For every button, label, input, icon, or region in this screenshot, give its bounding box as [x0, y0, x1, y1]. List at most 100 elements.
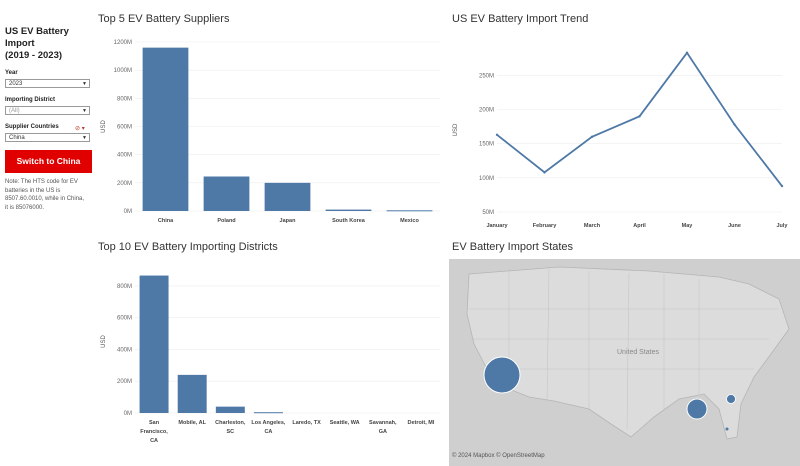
data-point: [543, 171, 546, 174]
suppliers-chart-title: Top 5 EV Battery Suppliers: [98, 13, 230, 25]
x-tick-label: Poland: [217, 218, 235, 224]
x-tick-label: March: [584, 223, 601, 229]
bar: [142, 47, 189, 211]
year-select[interactable]: 2023 ▼: [5, 79, 90, 88]
data-point: [733, 123, 736, 126]
x-tick-label: CA: [150, 438, 158, 444]
x-tick-label: Laredo, TX: [292, 420, 321, 426]
bubble-california[interactable]: [483, 356, 521, 394]
y-tick-label: 600M: [117, 316, 132, 322]
x-tick-label: January: [486, 223, 508, 229]
suppliers-bar-chart: 0M 200M 400M 600M 800M 1000M 1200M USD China Pola…: [101, 40, 440, 224]
bubble-alabama[interactable]: [686, 398, 708, 420]
y-tick-label: 200M: [117, 181, 132, 187]
year-value: 2023: [9, 81, 23, 87]
bubble-south-carolina[interactable]: [726, 394, 736, 404]
y-tick-label: 150M: [479, 142, 494, 148]
note-line: batteries in the US is: [5, 187, 61, 194]
bar: [325, 209, 372, 211]
x-tick-label: Seattle, WA: [330, 420, 360, 426]
note-line: Note: The HTS code for EV: [5, 179, 78, 185]
bar: [264, 182, 311, 211]
x-tick-label: May: [682, 223, 694, 229]
x-tick-label: Mexico: [400, 218, 419, 224]
y-tick-label: 250M: [479, 73, 494, 79]
x-tick-label: South Korea: [332, 218, 366, 224]
x-tick-label: GA: [379, 429, 387, 435]
countries-select[interactable]: China ▼: [5, 133, 90, 142]
data-point: [495, 133, 499, 136]
note-line: it is 85076000.: [5, 204, 45, 211]
data-point: [590, 135, 594, 139]
y-axis-label: USD: [101, 120, 107, 133]
note-line: 8507.60.0010, while in China,: [5, 196, 85, 202]
x-tick-label: SC: [226, 429, 234, 435]
district-select[interactable]: (All) ▼: [5, 106, 90, 115]
y-tick-label: 800M: [117, 284, 132, 290]
bar: [177, 374, 207, 413]
states-map[interactable]: United States: [449, 259, 800, 466]
x-tick-label: July: [776, 223, 788, 229]
bar: [386, 210, 433, 212]
y-tick-label: 50M: [482, 210, 494, 216]
y-tick-label: 100M: [479, 176, 494, 182]
x-tick-label: Charleston,: [215, 420, 246, 426]
countries-label: Supplier Countries: [5, 124, 59, 130]
data-point: [685, 51, 689, 54]
data-point: [780, 184, 784, 188]
data-point: [638, 115, 641, 118]
x-tick-label: Francisco,: [140, 429, 168, 435]
x-tick-label: San: [149, 420, 160, 426]
bar: [253, 412, 283, 414]
trend-chart-title: US EV Battery Import Trend: [452, 13, 589, 25]
app-title-line1: US EV Battery Import: [5, 26, 69, 49]
district-label: Importing District: [5, 97, 56, 103]
bar: [203, 176, 250, 211]
chevron-down-icon: ▼: [82, 81, 87, 87]
x-tick-label: Mobile, AL: [178, 420, 206, 426]
x-tick-label: April: [633, 223, 646, 229]
districts-bar-chart: 0M 200M 400M 600M 800M USD San Francisco, CA Mobi…: [101, 275, 440, 444]
filter-sidebar: US EV Battery Import (2019 - 2023) Year …: [0, 0, 95, 466]
bubble-georgia[interactable]: [725, 427, 729, 431]
y-tick-label: 200M: [117, 379, 132, 385]
map-attribution: © 2024 Mapbox © OpenStreetMap: [452, 453, 545, 459]
hts-note: Note: The HTS code for EV batteries in t…: [5, 178, 93, 212]
y-tick-label: 800M: [117, 96, 132, 102]
app-title-line2: (2019 - 2023): [5, 50, 63, 61]
districts-chart-title: Top 10 EV Battery Importing Districts: [98, 241, 278, 253]
states-map-title: EV Battery Import States: [452, 241, 574, 253]
app-title: US EV Battery Import (2019 - 2023): [5, 26, 95, 62]
x-tick-label: Japan: [280, 218, 297, 224]
y-tick-label: 400M: [117, 347, 132, 353]
x-tick-label: China: [158, 218, 174, 224]
y-axis-label: USD: [101, 335, 107, 348]
y-tick-label: 400M: [117, 153, 132, 159]
bar: [139, 275, 169, 413]
x-tick-label: Los Angeles,: [251, 420, 285, 426]
x-tick-label: CA: [264, 429, 272, 435]
y-tick-label: 600M: [117, 125, 132, 131]
countries-value: China: [9, 135, 25, 141]
state-borders: [469, 268, 779, 430]
y-tick-label: 1000M: [114, 68, 132, 74]
district-value: (All): [9, 108, 20, 114]
y-axis-label: USD: [453, 123, 459, 136]
bar: [215, 406, 245, 413]
x-tick-label: Savannah,: [369, 420, 397, 426]
chevron-down-icon: ▼: [82, 135, 87, 141]
country-label: United States: [617, 349, 660, 356]
switch-to-china-button[interactable]: Switch to China: [5, 150, 92, 173]
us-map: United States: [466, 266, 790, 440]
x-tick-label: Detroit, MI: [407, 420, 434, 426]
clear-filter-icon[interactable]: ⊘ ▾: [75, 126, 85, 132]
y-tick-label: 0M: [124, 411, 132, 417]
x-tick-label: June: [728, 223, 741, 229]
year-label: Year: [5, 70, 18, 76]
y-tick-label: 200M: [479, 108, 494, 114]
x-tick-label: February: [533, 223, 557, 229]
y-tick-label: 1200M: [114, 40, 132, 46]
chevron-down-icon: ▼: [82, 108, 87, 114]
trend-line-chart: 50M 100M 150M 200M 250M USD January February Mar…: [453, 51, 788, 229]
y-tick-label: 0M: [124, 209, 132, 215]
